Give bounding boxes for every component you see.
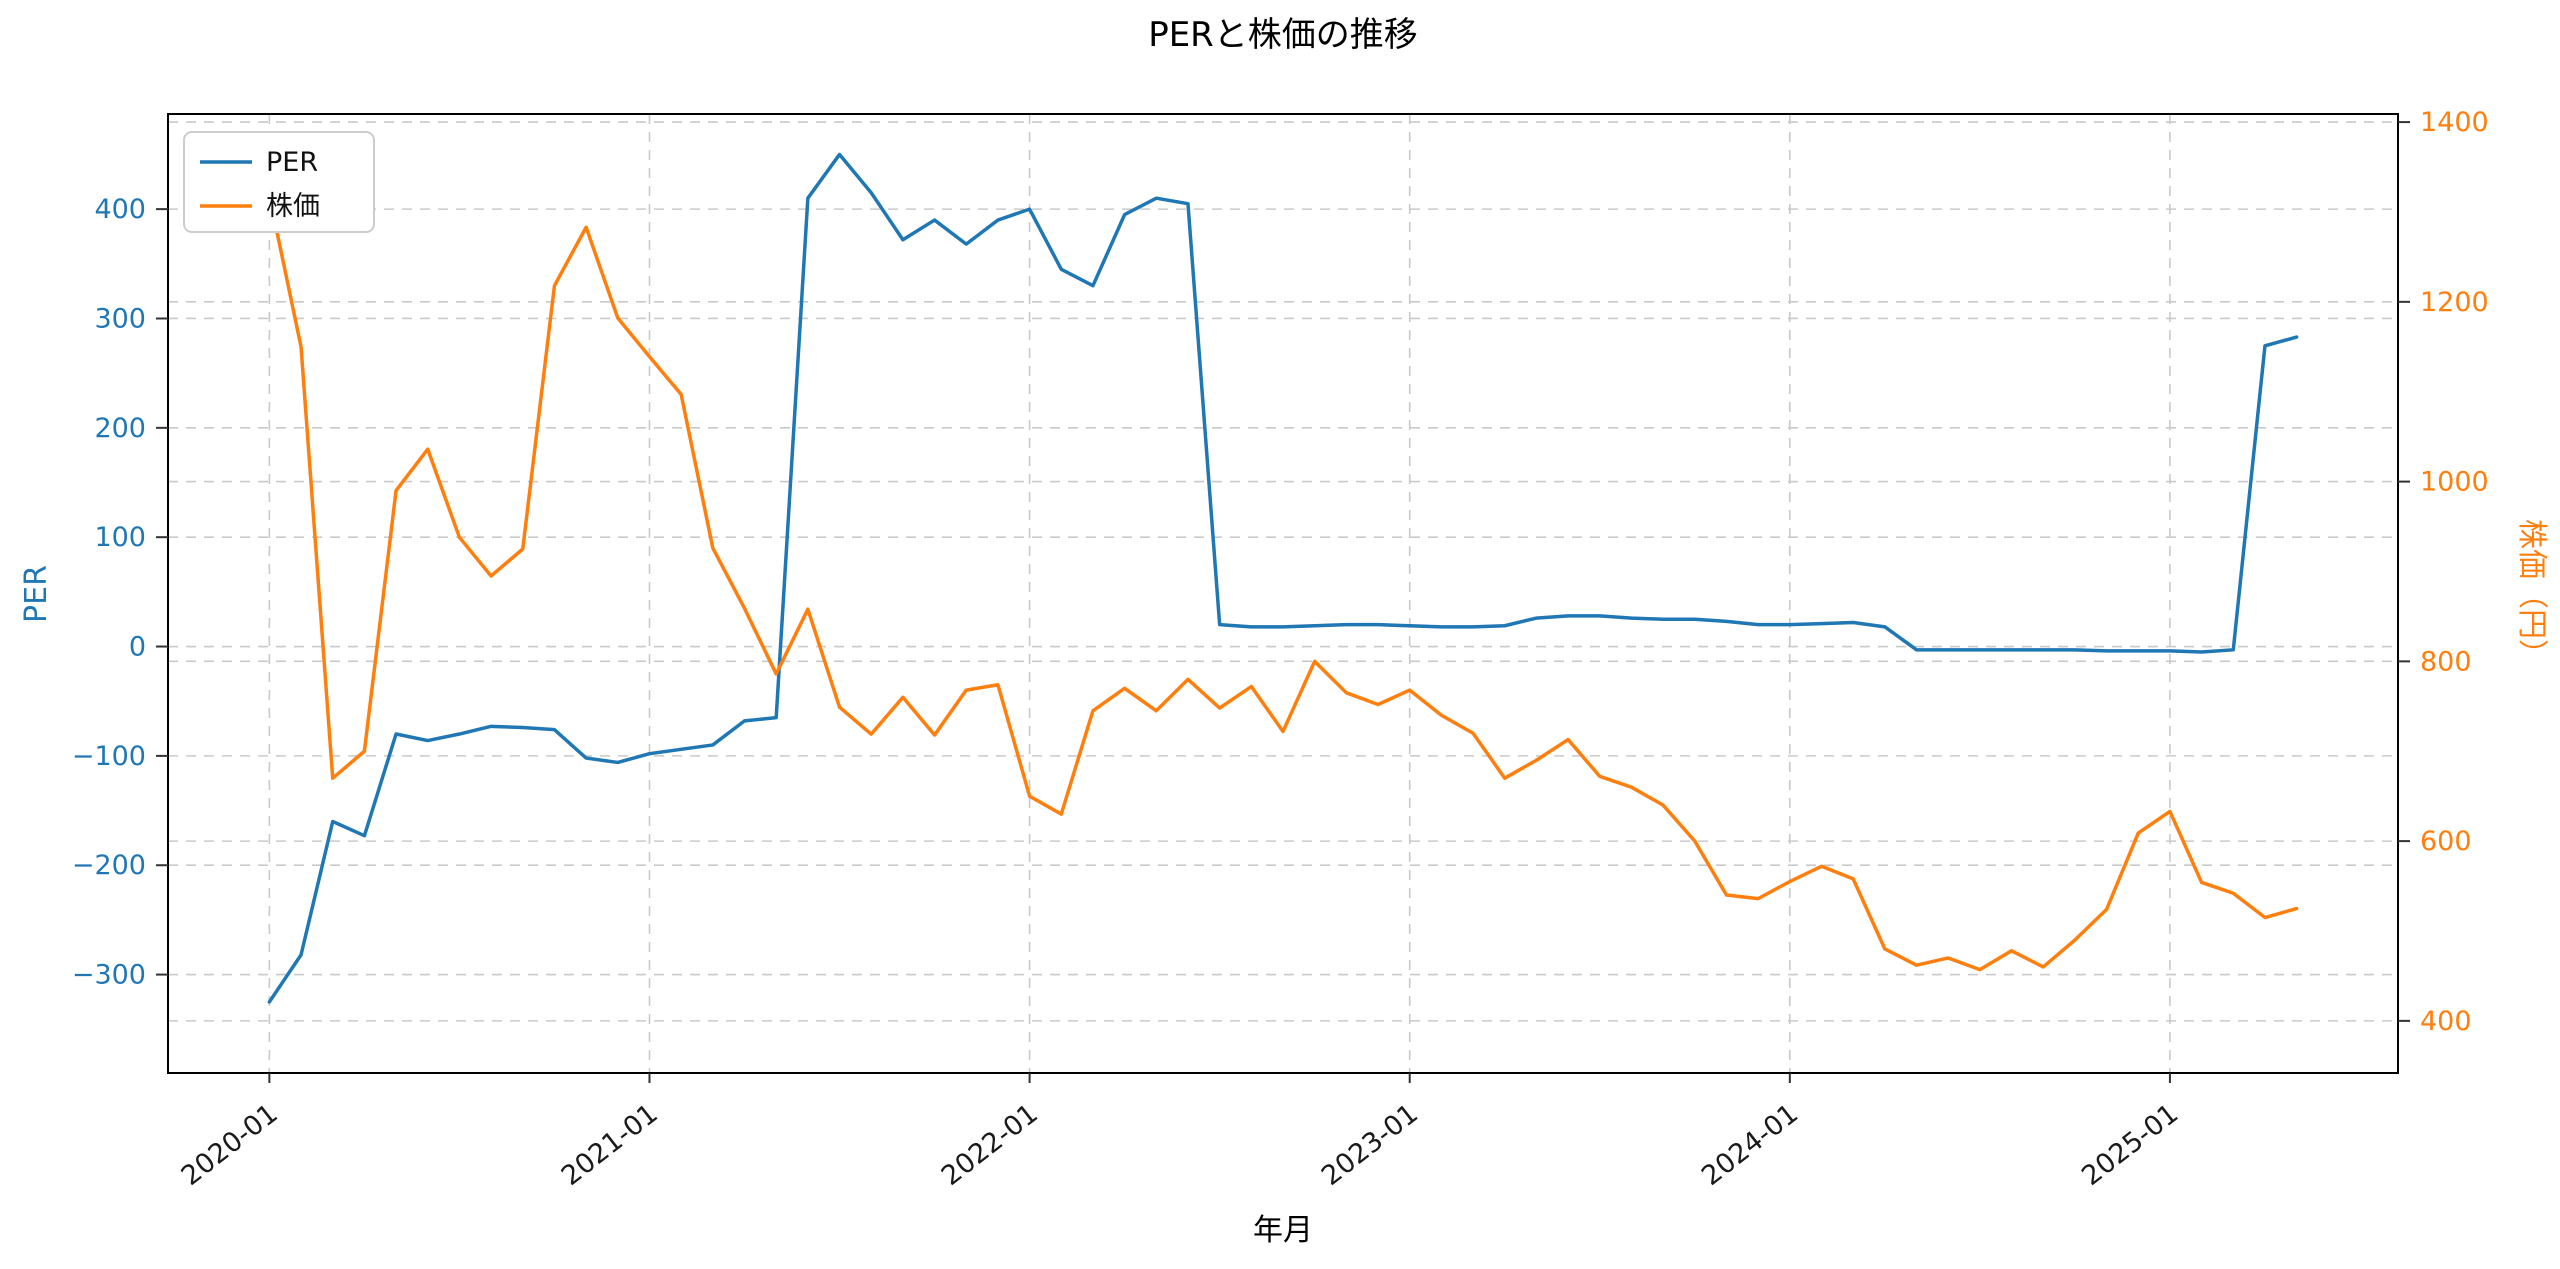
x-tick-label: 2023-01 xyxy=(1316,1098,1424,1192)
y-tick-label-left: −100 xyxy=(72,741,146,772)
series-line-株価 xyxy=(267,194,2299,972)
y-tick-label-left: 400 xyxy=(94,194,146,225)
y-tick-label-right: 400 xyxy=(2420,1006,2472,1037)
x-tick-label: 2021-01 xyxy=(556,1098,664,1192)
y-axis-label-right: 株価（円） xyxy=(2514,519,2549,669)
x-tick-label: 2022-01 xyxy=(936,1098,1044,1192)
y-tick-label-right: 1200 xyxy=(2420,287,2489,318)
x-tick-label: 2020-01 xyxy=(176,1098,284,1192)
y-tick-label-right: 1400 xyxy=(2420,107,2489,138)
y-tick-label-left: 0 xyxy=(129,632,146,663)
y-tick-label-right: 600 xyxy=(2420,826,2472,857)
y-tick-label-right: 1000 xyxy=(2420,467,2489,498)
x-axis-label: 年月 xyxy=(1253,1213,1313,1248)
x-tick-label: 2025-01 xyxy=(2076,1098,2184,1192)
y-tick-label-left: 200 xyxy=(94,413,146,444)
y-axis-label-left: PER xyxy=(19,565,54,623)
legend: PER 株価 xyxy=(183,131,375,233)
series-lines xyxy=(267,152,2299,1004)
legend-label: 株価 xyxy=(266,191,320,222)
chart-title: PERと株価の推移 xyxy=(1148,15,1418,55)
legend-label: PER xyxy=(266,147,318,178)
y-tick-label-left: −200 xyxy=(72,850,146,881)
series-line-PER xyxy=(267,152,2299,1004)
gridlines xyxy=(168,114,2398,1073)
y-tick-label-left: 300 xyxy=(94,303,146,334)
x-tick-label: 2024-01 xyxy=(1696,1098,1804,1192)
plot-border xyxy=(167,113,2399,1074)
y-tick-label-right: 800 xyxy=(2420,646,2472,677)
y-tick-label-left: −300 xyxy=(72,960,146,991)
y-tick-label-left: 100 xyxy=(94,522,146,553)
